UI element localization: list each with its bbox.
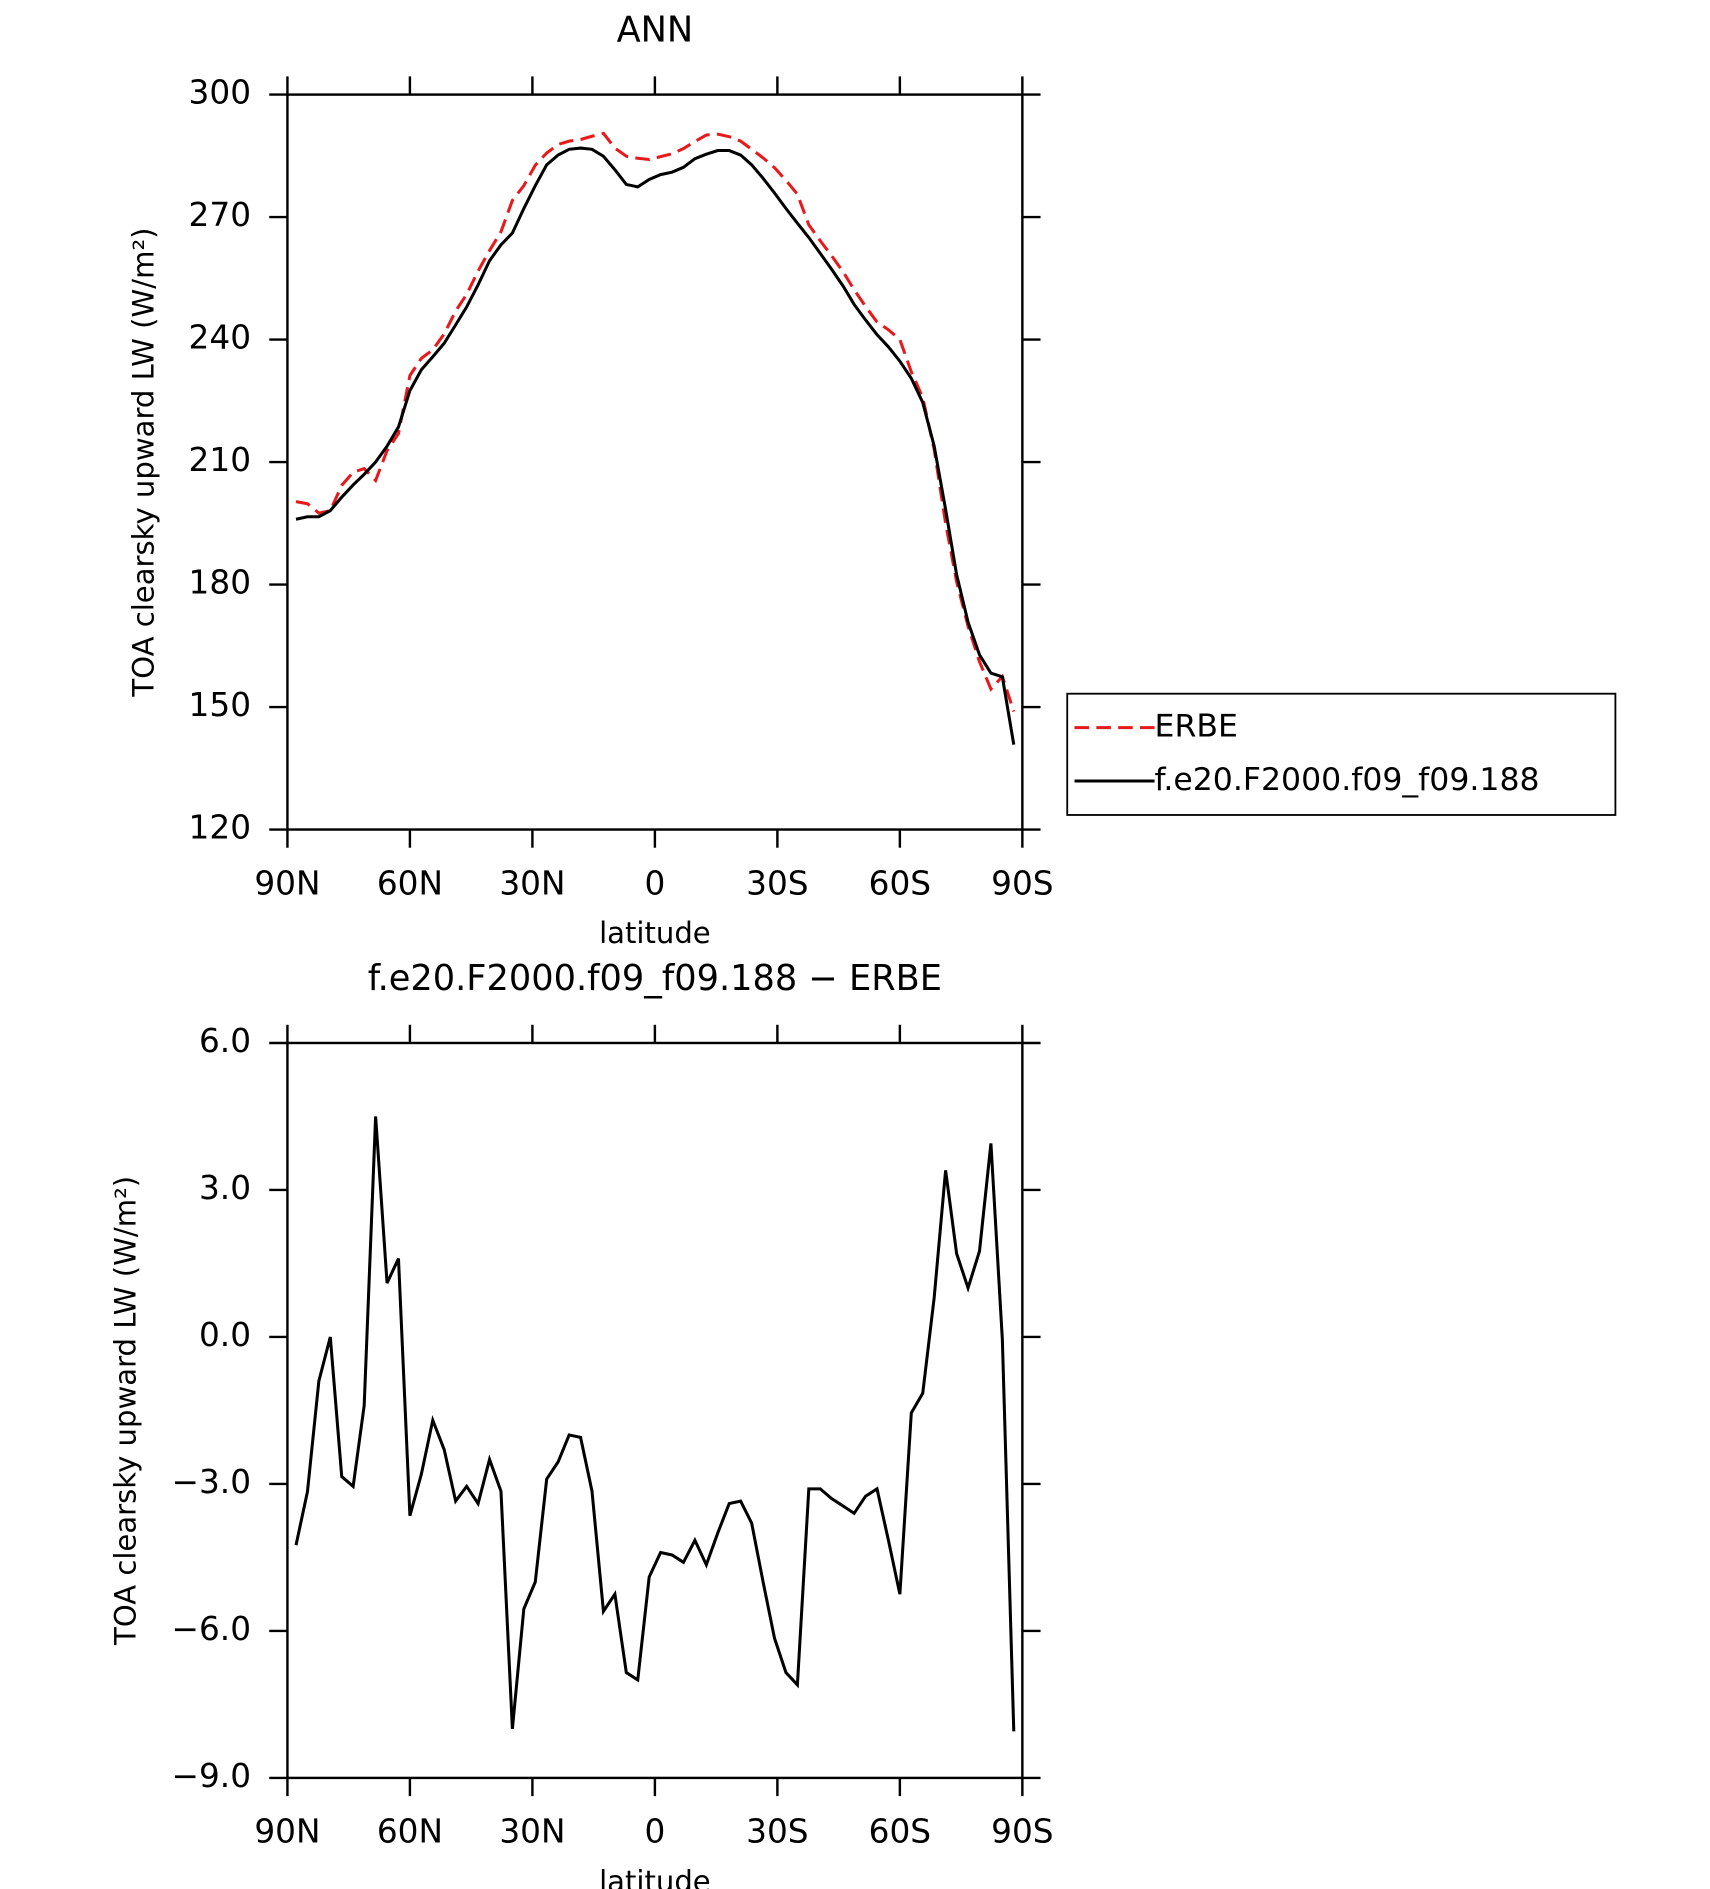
x-axis-label: latitude bbox=[599, 1864, 711, 1889]
x-tick-label: 60S bbox=[869, 1813, 931, 1851]
y-tick-label: 210 bbox=[189, 441, 251, 479]
x-tick-label: 30N bbox=[499, 864, 565, 902]
y-tick-label: 180 bbox=[189, 564, 251, 602]
data-line bbox=[295, 131, 1016, 712]
x-tick-label: 60N bbox=[377, 1813, 443, 1851]
y-tick-label: 270 bbox=[189, 196, 251, 234]
x-tick-label: 30N bbox=[499, 1813, 565, 1851]
plot-frame bbox=[286, 93, 1024, 831]
y-tick-label: 3.0 bbox=[199, 1169, 251, 1207]
x-tick-label: 90N bbox=[254, 864, 320, 902]
y-tick-label: 300 bbox=[189, 74, 251, 112]
x-tick-label: 90N bbox=[254, 1813, 320, 1851]
x-tick-label: 60N bbox=[377, 864, 443, 902]
y-axis-label: TOA clearsky upward LW (W/m²) bbox=[127, 228, 161, 698]
y-tick-label: 240 bbox=[189, 319, 251, 357]
chart-title: f.e20.F2000.f09_f09.188 − ERBE bbox=[368, 958, 942, 999]
x-tick-label: 90S bbox=[991, 1813, 1053, 1851]
data-line bbox=[294, 1116, 1016, 1732]
chart-title: ANN bbox=[617, 10, 694, 51]
x-tick-label: 30S bbox=[746, 1813, 808, 1851]
legend-box bbox=[1066, 692, 1617, 816]
legend-label: ERBE bbox=[1155, 709, 1238, 745]
y-tick-label: 120 bbox=[189, 809, 251, 847]
data-line bbox=[295, 146, 1016, 745]
y-tick-label: −9.0 bbox=[172, 1757, 252, 1795]
legend-label: f.e20.F2000.f09_f09.188 bbox=[1155, 762, 1540, 798]
x-tick-label: 0 bbox=[644, 864, 665, 902]
x-axis-label: latitude bbox=[599, 916, 711, 950]
y-tick-label: −3.0 bbox=[172, 1463, 252, 1501]
y-tick-label: −6.0 bbox=[172, 1610, 252, 1648]
x-tick-label: 90S bbox=[991, 864, 1053, 902]
y-tick-label: 6.0 bbox=[199, 1022, 251, 1060]
x-tick-label: 60S bbox=[869, 864, 931, 902]
y-tick-label: 150 bbox=[189, 686, 251, 724]
x-tick-label: 0 bbox=[644, 1813, 665, 1851]
y-tick-label: 0.0 bbox=[199, 1316, 251, 1354]
y-axis-label: TOA clearsky upward LW (W/m²) bbox=[108, 1176, 142, 1646]
x-tick-label: 30S bbox=[746, 864, 808, 902]
